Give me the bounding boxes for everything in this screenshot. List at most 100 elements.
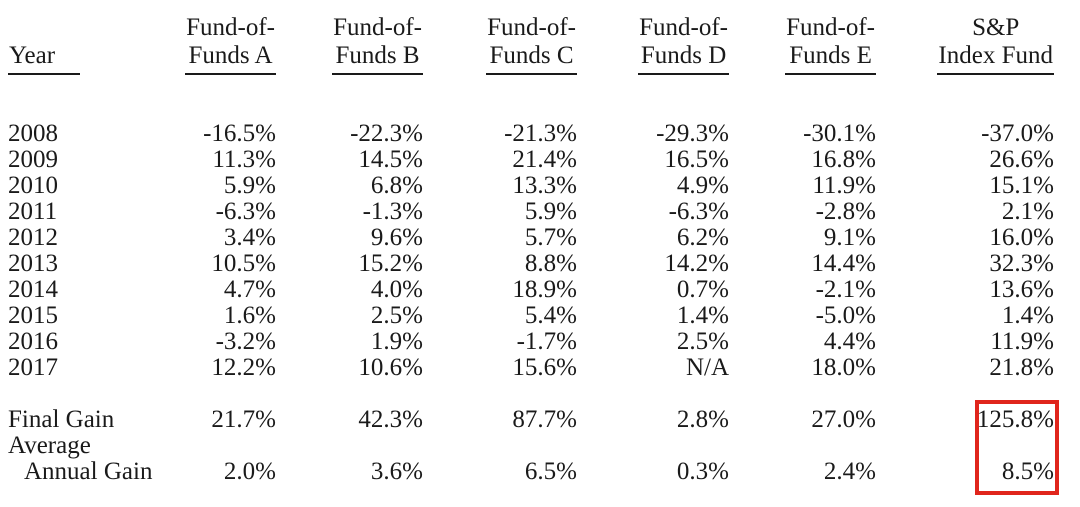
column-header: Year — [8, 0, 160, 75]
header-row: Year Fund-of- Funds A Fund-of- Funds B F… — [8, 0, 1058, 75]
value-cell: -2.1% — [815, 276, 876, 303]
column-header: Fund-of- Funds D — [581, 0, 733, 75]
column-header: Fund-of- Funds A — [160, 0, 280, 75]
value-cell: 4.4% — [823, 328, 876, 355]
value-cell: 9.6% — [370, 224, 423, 251]
value-cell: 10.6% — [358, 354, 423, 381]
year-cell: 2009 — [8, 146, 58, 173]
value-cell: -30.1% — [803, 120, 876, 147]
value-cell: -3.2% — [215, 328, 276, 355]
column-header-line2: Funds C — [489, 42, 574, 69]
table-row: 2017 12.2% 10.6% 15.6% N/A 18.0% 21.8% — [8, 355, 1058, 381]
value-cell: 10.5% — [211, 250, 276, 277]
value-cell: 5.4% — [524, 302, 577, 329]
value-cell: -37.0% — [981, 120, 1054, 147]
summary-label: Average — [8, 432, 91, 459]
value-cell: -1.7% — [516, 328, 577, 355]
column-header: Fund-of- Funds C — [427, 0, 581, 75]
value-cell: -1.3% — [362, 198, 423, 225]
summary-label: Final Gain — [8, 406, 115, 433]
value-cell: -2.8% — [815, 198, 876, 225]
value-cell — [280, 433, 427, 459]
year-cell: 2012 — [8, 224, 58, 251]
value-cell: 16.8% — [811, 146, 876, 173]
value-cell: 18.9% — [512, 276, 577, 303]
value-cell: 26.6% — [989, 146, 1054, 173]
year-cell: 2014 — [8, 276, 58, 303]
column-header: Fund-of- Funds B — [280, 0, 427, 75]
value-cell: 18.0% — [811, 354, 876, 381]
value-cell: 13.6% — [989, 276, 1054, 303]
column-header-text: Year — [8, 42, 80, 75]
table-header: Year Fund-of- Funds A Fund-of- Funds B F… — [8, 0, 1058, 75]
value-cell: -16.5% — [203, 120, 276, 147]
value-cell: 125.8% — [976, 406, 1054, 433]
table-row: 2013 10.5% 15.2% 8.8% 14.2% 14.4% 32.3% — [8, 251, 1058, 277]
table-body: 2008 -16.5% -22.3% -21.3% -29.3% -30.1% -37.0%… — [8, 75, 1058, 381]
value-cell: 4.0% — [370, 276, 423, 303]
column-header: S&P Index Fund — [880, 0, 1058, 75]
summary-row: Average — [8, 433, 1058, 459]
value-cell: 6.8% — [370, 172, 423, 199]
column-header-line1: Fund-of- — [639, 14, 728, 41]
table-row: 2010 5.9% 6.8% 13.3% 4.9% 11.9% 15.1% — [8, 173, 1058, 199]
value-cell: 42.3% — [358, 406, 423, 433]
value-cell: 8.5% — [1001, 458, 1054, 485]
value-cell: 13.3% — [512, 172, 577, 199]
value-cell — [427, 433, 581, 459]
value-cell: 2.5% — [676, 328, 729, 355]
value-cell: 16.5% — [664, 146, 729, 173]
value-cell: 5.7% — [524, 224, 577, 251]
value-cell: -6.3% — [215, 198, 276, 225]
value-cell: -6.3% — [668, 198, 729, 225]
value-cell: 8.8% — [524, 250, 577, 277]
year-cell: 2011 — [8, 198, 58, 225]
value-cell: 1.9% — [370, 328, 423, 355]
column-header-line2: Funds D — [640, 42, 727, 69]
column-header-text: S&P Index Fund — [937, 14, 1054, 75]
value-cell: 2.8% — [676, 406, 729, 433]
value-cell: 12.2% — [211, 354, 276, 381]
column-header-line2: Funds B — [335, 42, 420, 69]
value-cell — [880, 433, 1058, 459]
value-cell: 1.4% — [676, 302, 729, 329]
value-cell: -5.0% — [815, 302, 876, 329]
table-row: 2016 -3.2% 1.9% -1.7% 2.5% 4.4% 11.9% — [8, 329, 1058, 355]
year-cell: 2008 — [8, 120, 58, 147]
value-cell: 27.0% — [811, 406, 876, 433]
returns-table: Year Fund-of- Funds A Fund-of- Funds B F… — [8, 0, 1058, 485]
column-header-line1: S&P — [972, 14, 1020, 41]
column-header-line1: Fund-of- — [487, 14, 576, 41]
column-header-line1: Fund-of- — [786, 14, 875, 41]
column-header-text: Fund-of- Funds C — [486, 14, 577, 75]
value-cell: 15.2% — [358, 250, 423, 277]
table-row: 2008 -16.5% -22.3% -21.3% -29.3% -30.1% -37.0% — [8, 75, 1058, 147]
table-row: 2012 3.4% 9.6% 5.7% 6.2% 9.1% 16.0% — [8, 225, 1058, 251]
column-header-line1: Fund-of- — [333, 14, 422, 41]
value-cell: 2.1% — [1001, 198, 1054, 225]
value-cell: 1.4% — [1001, 302, 1054, 329]
value-cell: -29.3% — [656, 120, 729, 147]
column-header-text: Fund-of- Funds D — [638, 14, 729, 75]
value-cell: 6.2% — [676, 224, 729, 251]
table-row: 2009 11.3% 14.5% 21.4% 16.5% 16.8% 26.6% — [8, 147, 1058, 173]
value-cell: 6.5% — [524, 458, 577, 485]
table-row: 2014 4.7% 4.0% 18.9% 0.7% -2.1% 13.6% — [8, 277, 1058, 303]
summary-row: Final Gain 21.7% 42.3% 87.7% 2.8% 27.0% 125.8% — [8, 381, 1058, 433]
value-cell: 11.9% — [990, 328, 1054, 355]
value-cell: 4.7% — [223, 276, 276, 303]
value-cell — [733, 433, 880, 459]
value-cell: 32.3% — [989, 250, 1054, 277]
column-header-text: Fund-of- Funds A — [185, 14, 276, 75]
summary-row: Annual Gain 2.0% 3.6% 6.5% 0.3% 2.4% 8.5% — [8, 459, 1058, 485]
column-header-text: Fund-of- Funds B — [332, 14, 423, 75]
column-header-line2: Funds A — [188, 42, 273, 69]
table-row: 2015 1.6% 2.5% 5.4% 1.4% -5.0% 1.4% — [8, 303, 1058, 329]
value-cell: 15.1% — [989, 172, 1054, 199]
value-cell — [581, 433, 733, 459]
value-cell — [160, 433, 280, 459]
table-summary: Final Gain 21.7% 42.3% 87.7% 2.8% 27.0% 125.8%… — [8, 381, 1058, 485]
year-cell: 2013 — [8, 250, 58, 277]
value-cell: 21.8% — [989, 354, 1054, 381]
value-cell: 5.9% — [223, 172, 276, 199]
